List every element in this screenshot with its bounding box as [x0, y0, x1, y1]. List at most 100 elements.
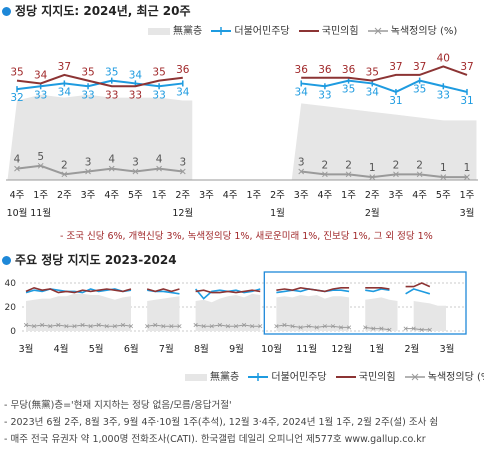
area-0 [7, 94, 193, 180]
area-4 [365, 297, 398, 331]
x-tick-label: 5주 [436, 190, 451, 201]
x-tick-label: 12월 [331, 343, 352, 355]
x-tick-label: 7월 [159, 343, 174, 355]
data-label: 4 [156, 154, 163, 166]
data-label: 36 [318, 64, 332, 76]
series-3-marker [298, 168, 305, 175]
series-3-marker [161, 324, 166, 329]
data-label: 32 [10, 92, 23, 104]
series-3-marker [37, 162, 44, 169]
data-label: 31 [389, 95, 402, 107]
series-3-marker [112, 324, 117, 329]
y-tick-label: 20 [5, 303, 17, 313]
data-label: 40 [437, 52, 450, 64]
chart2-title: 주요 정당 지지도 2023-2024 [15, 253, 177, 267]
x-tick-label: 2주 [365, 190, 380, 201]
x-tick-label: 4주 [10, 190, 25, 201]
x-tick-label: 5월 [89, 343, 104, 355]
series-3-line-1 [301, 170, 467, 179]
series-3-marker [169, 324, 174, 329]
data-label: 36 [295, 64, 309, 76]
x-tick-label: 2월 [405, 343, 420, 355]
series-3-marker [314, 325, 319, 330]
series-3-marker [108, 165, 115, 172]
legend1-item-1: 더불어민주당 [211, 26, 290, 37]
x-tick-label: 3주 [389, 190, 404, 201]
series-3-marker [120, 322, 126, 328]
data-label: 1 [369, 162, 376, 174]
area-1 [147, 296, 180, 331]
series-3-marker [156, 165, 162, 172]
legend-swatch-area-icon [185, 373, 207, 381]
series-1-line-4 [365, 288, 390, 293]
area-1 [291, 103, 477, 180]
data-label: 36 [342, 64, 356, 76]
series-3-marker [177, 324, 182, 329]
series-3-marker [393, 171, 399, 178]
x-tick-label: 1주 [460, 190, 475, 201]
series-3-marker [330, 324, 336, 329]
data-label: 37 [389, 61, 402, 73]
footer-note-0: - 무당(無黨)층='현재 지지하는 정당 없음/모름/응답거절' [4, 400, 232, 411]
series-3-marker [250, 324, 255, 329]
series-2-line-5 [405, 282, 431, 288]
x-tick-label: 4주 [412, 190, 427, 201]
data-label: 3 [179, 156, 186, 168]
chart1-title: 정당 지지도: 2024년, 최근 20주 [15, 4, 191, 18]
x-tick-label: 3주 [81, 190, 96, 201]
data-label: 31 [460, 95, 473, 107]
legend-swatch-area-icon [148, 27, 170, 35]
series-3-marker [61, 171, 68, 178]
data-label: 4 [14, 154, 21, 166]
series-3-marker [48, 324, 53, 329]
x-tick-label: 3주 [199, 190, 214, 201]
x-tick-label: 11월 [296, 343, 317, 355]
area-5 [413, 301, 446, 331]
legend2-item-1: 더불어민주당 [248, 372, 327, 383]
data-label: 2 [393, 159, 400, 171]
data-label: 35 [105, 67, 118, 79]
series-1-line-1 [301, 79, 468, 94]
x-tick-label: 1월 [369, 343, 384, 355]
data-label: 34 [129, 69, 143, 81]
x-tick-label: 4주 [317, 190, 332, 201]
series-3-marker [338, 325, 344, 330]
legend-swatch-line-icon [211, 27, 232, 35]
month-label: 2월 [365, 207, 380, 219]
month-label: 1월 [270, 207, 285, 219]
series-3-marker [306, 324, 311, 329]
legend-swatch-line-icon [367, 27, 388, 35]
series-3-marker [346, 325, 352, 330]
series-3-marker [80, 322, 85, 328]
series-2-line-0 [25, 286, 132, 294]
data-label: 36 [176, 64, 190, 76]
series-3-marker [153, 322, 158, 328]
series-3-marker [282, 322, 287, 328]
series-3-line-0 [25, 324, 132, 327]
data-label: 3 [298, 156, 305, 168]
series-3-marker [464, 174, 470, 181]
series-3-marker [104, 324, 109, 329]
month-label: 3월 [460, 207, 475, 219]
data-label: 1 [464, 162, 471, 174]
legend-swatch-line-icon [248, 373, 269, 381]
data-label: 33 [437, 89, 450, 101]
series-3-marker [411, 326, 416, 331]
data-label: 37 [413, 61, 426, 73]
x-tick-label: 4주 [223, 190, 238, 201]
x-tick-label: 9월 [229, 343, 244, 355]
series-3-marker [274, 324, 279, 329]
series-3-marker [241, 322, 247, 328]
month-label: 12월 [172, 207, 193, 219]
legend1-item-3: 녹색정의당 (%) [367, 26, 457, 37]
series-3-marker [40, 322, 45, 328]
series-3-marker [193, 322, 198, 328]
series-3-marker [23, 322, 29, 328]
chart1-legend: 無黨층 더불어민주당 국민의힘 녹색정의당 (%) [148, 22, 457, 37]
series-3-marker [369, 174, 376, 181]
legend1-item-2: 국민의힘 [298, 26, 359, 37]
x-tick-label: 10월 [261, 343, 282, 355]
x-tick-label: 4주 [104, 190, 119, 201]
x-tick-label: 8월 [194, 343, 209, 355]
